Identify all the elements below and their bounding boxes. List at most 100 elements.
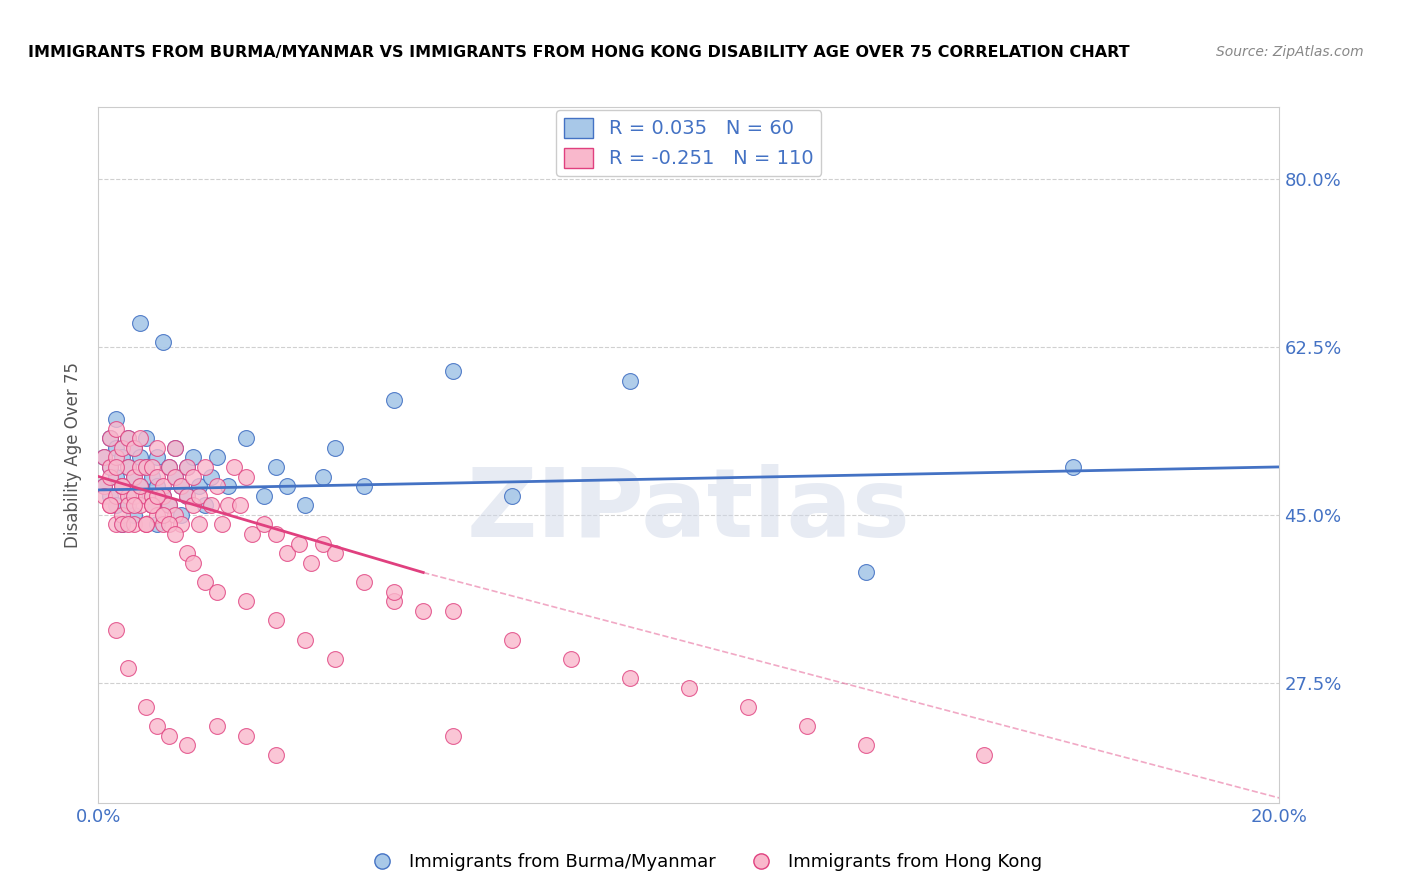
Point bbox=[135, 431, 157, 445]
Legend: R = 0.035   N = 60, R = -0.251   N = 110: R = 0.035 N = 60, R = -0.251 N = 110 bbox=[557, 110, 821, 176]
Point bbox=[111, 479, 134, 493]
Point bbox=[128, 459, 150, 474]
Point bbox=[111, 479, 134, 493]
Point bbox=[93, 450, 115, 465]
Point bbox=[128, 479, 150, 493]
Point bbox=[117, 459, 139, 474]
Point bbox=[973, 747, 995, 762]
Point bbox=[165, 441, 187, 455]
Point bbox=[98, 498, 121, 512]
Point bbox=[187, 517, 209, 532]
Point bbox=[141, 498, 163, 512]
Point bbox=[165, 508, 187, 522]
Point bbox=[205, 450, 228, 465]
Point bbox=[217, 479, 239, 493]
Point bbox=[105, 441, 128, 455]
Point bbox=[105, 517, 128, 532]
Point bbox=[135, 517, 157, 532]
Point bbox=[146, 517, 169, 532]
Point bbox=[170, 517, 193, 532]
Point bbox=[441, 364, 464, 378]
Point bbox=[299, 556, 322, 570]
Point bbox=[98, 469, 121, 483]
Point bbox=[170, 479, 193, 493]
Point bbox=[165, 469, 187, 483]
Point bbox=[181, 450, 204, 465]
Point bbox=[117, 661, 139, 675]
Point bbox=[146, 469, 169, 483]
Point bbox=[111, 450, 134, 465]
Point bbox=[152, 508, 174, 522]
Point bbox=[117, 498, 139, 512]
Point bbox=[353, 479, 375, 493]
Point bbox=[128, 450, 150, 465]
Point bbox=[312, 537, 335, 551]
Point bbox=[135, 699, 157, 714]
Point bbox=[323, 441, 346, 455]
Point bbox=[194, 498, 217, 512]
Point bbox=[135, 489, 157, 503]
Point bbox=[170, 508, 193, 522]
Point bbox=[205, 584, 228, 599]
Point bbox=[135, 489, 157, 503]
Point bbox=[111, 508, 134, 522]
Point bbox=[98, 459, 121, 474]
Point bbox=[176, 489, 198, 503]
Point bbox=[224, 459, 246, 474]
Point bbox=[181, 498, 204, 512]
Point bbox=[441, 729, 464, 743]
Point bbox=[288, 537, 311, 551]
Point bbox=[382, 584, 405, 599]
Point bbox=[560, 652, 582, 666]
Point bbox=[146, 719, 169, 733]
Point bbox=[194, 459, 217, 474]
Point bbox=[165, 527, 187, 541]
Point bbox=[737, 699, 759, 714]
Point bbox=[105, 498, 128, 512]
Point bbox=[93, 450, 115, 465]
Point bbox=[187, 489, 209, 503]
Point bbox=[264, 459, 287, 474]
Point bbox=[146, 441, 169, 455]
Point bbox=[111, 441, 134, 455]
Point bbox=[141, 469, 163, 483]
Point bbox=[122, 469, 145, 483]
Point bbox=[98, 498, 121, 512]
Point bbox=[276, 479, 298, 493]
Point bbox=[264, 527, 287, 541]
Point bbox=[157, 459, 180, 474]
Point bbox=[98, 489, 121, 503]
Point bbox=[105, 623, 128, 637]
Point bbox=[93, 479, 115, 493]
Point bbox=[111, 517, 134, 532]
Point bbox=[176, 489, 198, 503]
Point bbox=[240, 527, 263, 541]
Point bbox=[181, 556, 204, 570]
Point bbox=[105, 459, 128, 474]
Point bbox=[165, 441, 187, 455]
Point bbox=[294, 498, 316, 512]
Point bbox=[176, 546, 198, 560]
Point bbox=[187, 479, 209, 493]
Point bbox=[135, 459, 157, 474]
Point bbox=[441, 604, 464, 618]
Point bbox=[128, 316, 150, 330]
Point bbox=[117, 498, 139, 512]
Point bbox=[105, 469, 128, 483]
Point bbox=[128, 431, 150, 445]
Point bbox=[323, 546, 346, 560]
Point bbox=[141, 459, 163, 474]
Point bbox=[122, 508, 145, 522]
Text: Source: ZipAtlas.com: Source: ZipAtlas.com bbox=[1216, 45, 1364, 59]
Point bbox=[382, 594, 405, 608]
Point bbox=[141, 498, 163, 512]
Point bbox=[412, 604, 434, 618]
Point bbox=[796, 719, 818, 733]
Point bbox=[353, 575, 375, 590]
Y-axis label: Disability Age Over 75: Disability Age Over 75 bbox=[65, 362, 83, 548]
Point bbox=[105, 489, 128, 503]
Point bbox=[312, 469, 335, 483]
Point bbox=[264, 747, 287, 762]
Point bbox=[117, 459, 139, 474]
Point bbox=[152, 489, 174, 503]
